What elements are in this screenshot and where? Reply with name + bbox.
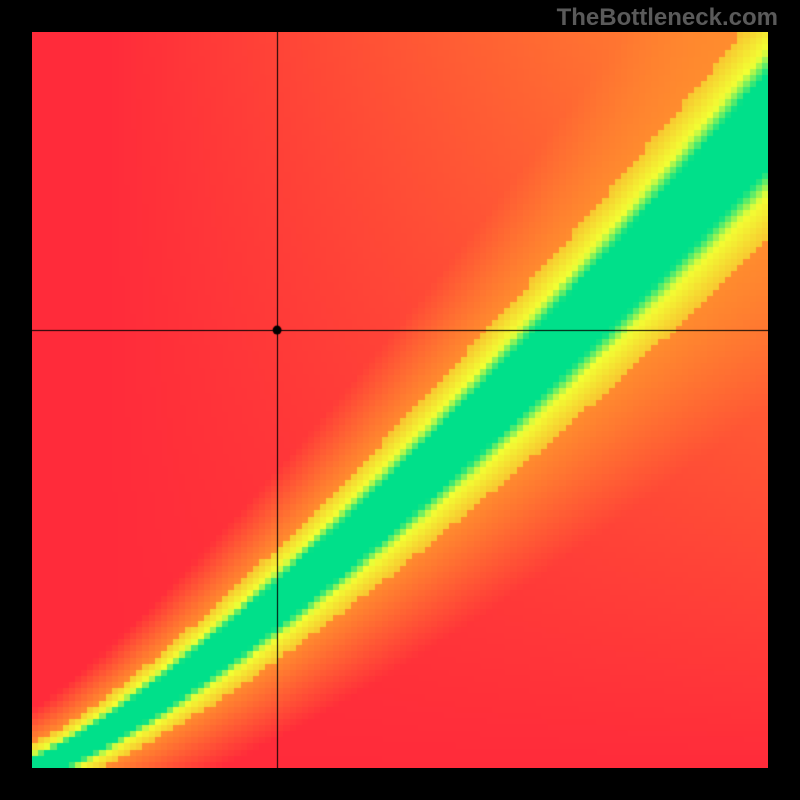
watermark-text: TheBottleneck.com — [557, 4, 778, 32]
chart-container: TheBottleneck.com — [0, 0, 800, 800]
bottleneck-heatmap — [32, 32, 768, 768]
